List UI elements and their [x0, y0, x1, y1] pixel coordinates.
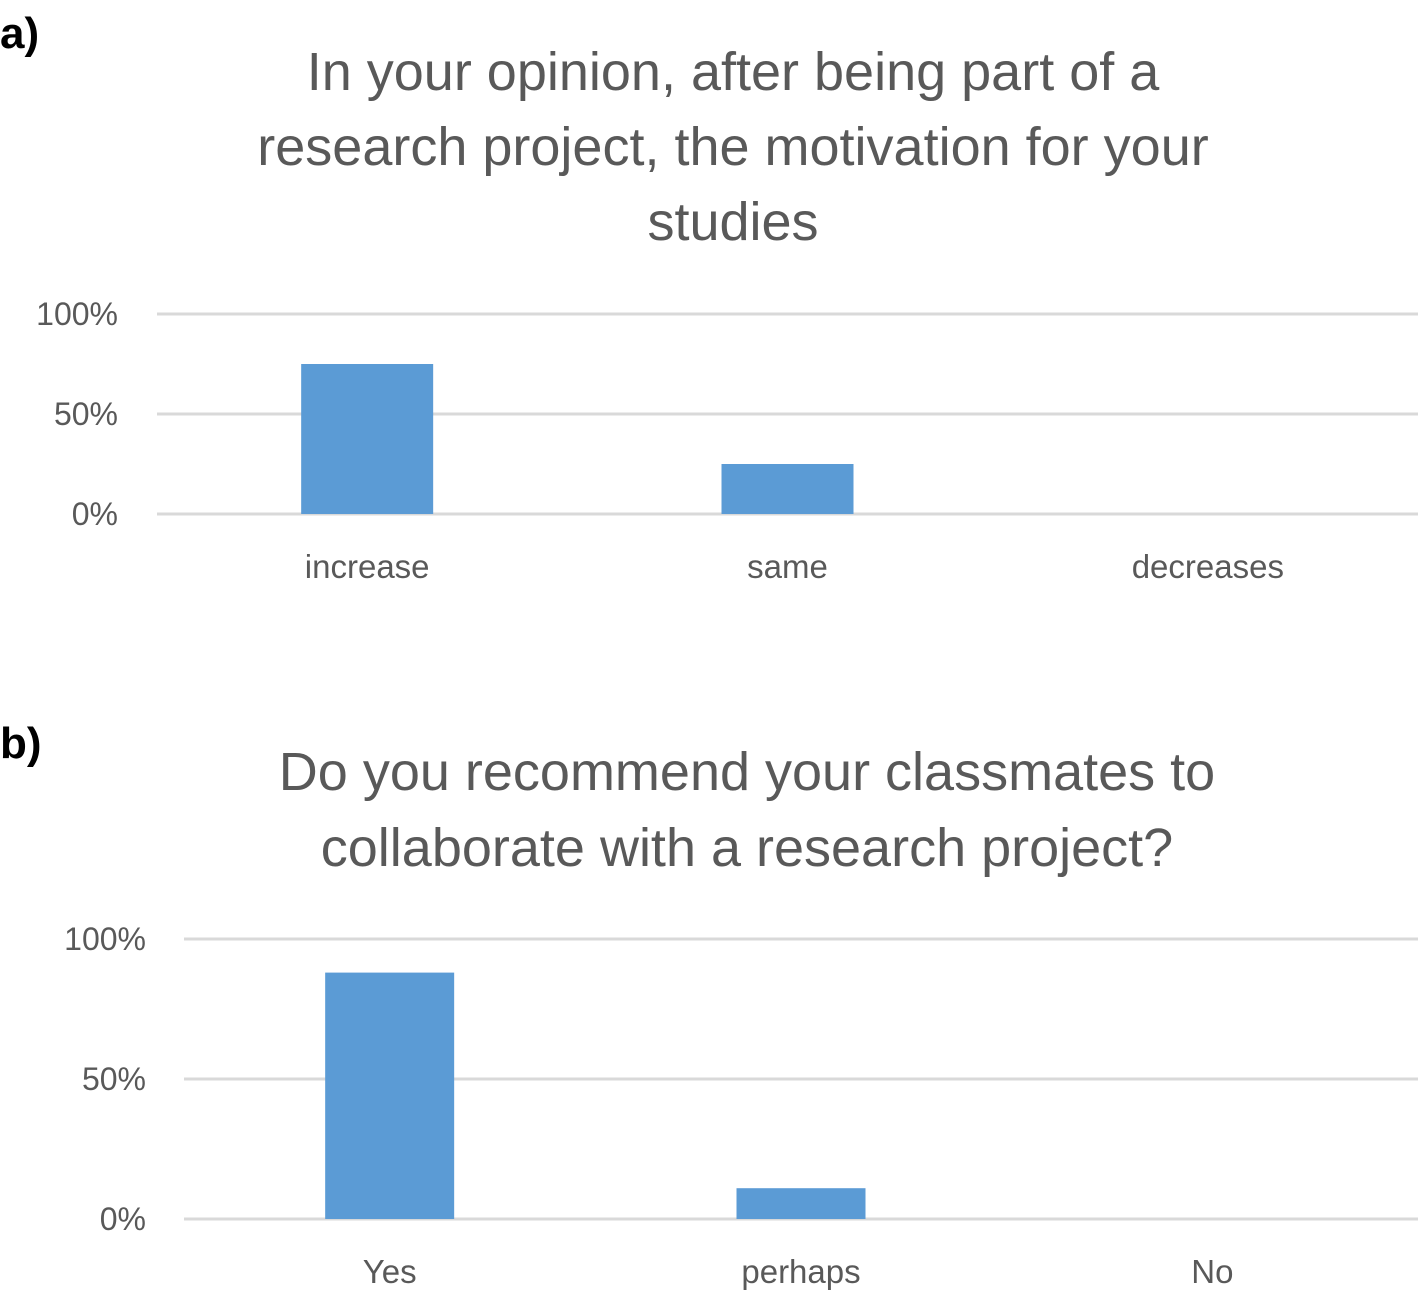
chart-b-category-label: Yes [363, 1253, 417, 1290]
chart-b: b) Do you recommend your classmates to c… [0, 719, 1418, 1290]
panel-label-a: a) [0, 9, 39, 58]
chart-b-y-tick-label: 0% [100, 1201, 146, 1237]
chart-b-y-tick-label: 50% [82, 1061, 146, 1097]
chart-b-category-label: No [1191, 1253, 1233, 1290]
chart-a-y-tick-label: 0% [72, 496, 118, 532]
chart-b-title-line-1: Do you recommend your classmates to [279, 742, 1215, 802]
chart-b-y-tick-label: 100% [64, 921, 146, 957]
chart-a-bar-increase [301, 364, 434, 514]
chart-b-bar-yes [325, 972, 455, 1219]
chart-a-category-label: same [747, 548, 828, 585]
chart-a-y-tick-label: 100% [36, 296, 118, 332]
chart-a: a) In your opinion, after being part of … [0, 9, 1418, 585]
chart-a-title-line-1: In your opinion, after being part of a [307, 42, 1161, 102]
chart-a-title-line-2: research project, the motivation for you… [257, 117, 1208, 177]
chart-b-plot: 0% 50% 100% Yes perhaps No [64, 921, 1418, 1290]
chart-b-title-line-2: collaborate with a research project? [321, 818, 1173, 878]
panel-label-b: b) [0, 719, 42, 768]
chart-a-bar-same [721, 464, 854, 514]
chart-b-category-label: perhaps [741, 1253, 860, 1290]
chart-a-plot: 0% 50% 100% increase same decreases [36, 296, 1418, 585]
chart-a-title-line-3: studies [647, 192, 818, 252]
chart-b-bar-perhaps [736, 1188, 866, 1219]
chart-a-category-label: decreases [1132, 548, 1284, 585]
chart-a-category-label: increase [305, 548, 430, 585]
chart-a-y-tick-label: 50% [54, 396, 118, 432]
